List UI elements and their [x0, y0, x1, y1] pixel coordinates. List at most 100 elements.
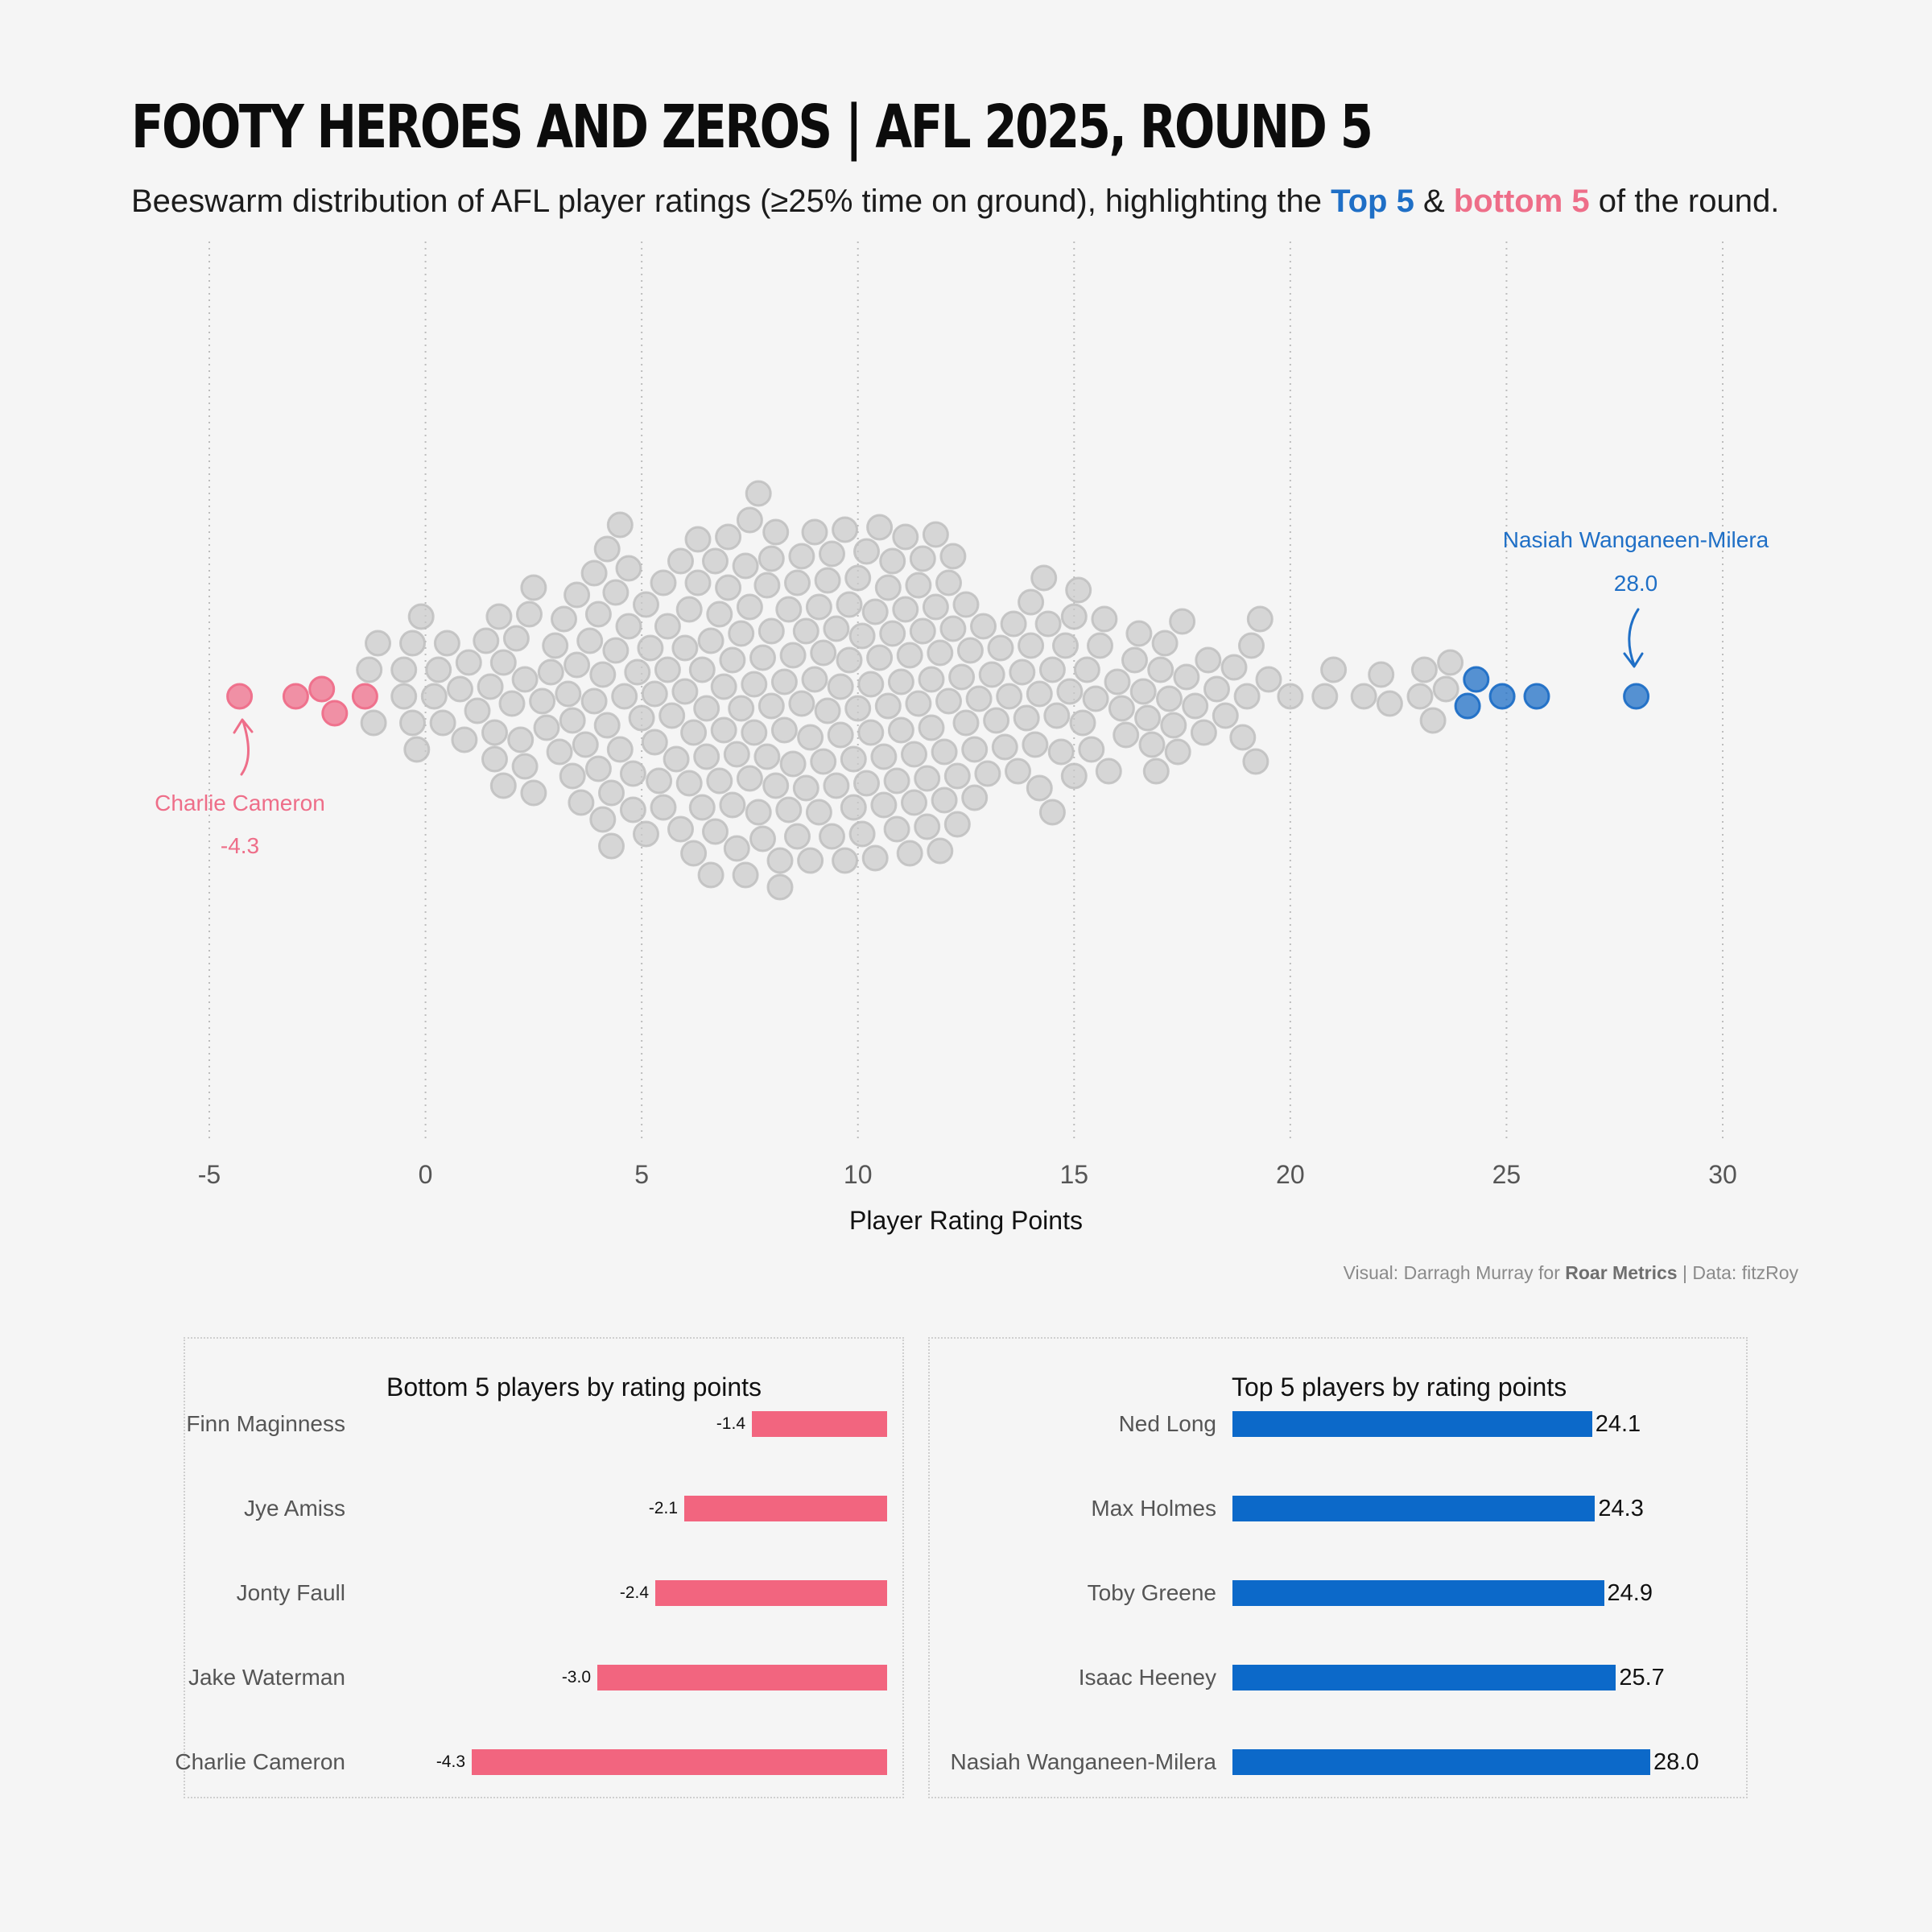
bar-value-label: 28.0 [1653, 1749, 1699, 1775]
beeswarm-dot [451, 726, 478, 753]
beeswarm-dot [489, 772, 517, 799]
beeswarm-dot [918, 666, 945, 693]
beeswarm-dot [1410, 656, 1438, 683]
beeswarm-dot [1437, 649, 1464, 676]
beeswarm-dot [615, 555, 642, 582]
beeswarm-dot [896, 642, 923, 669]
beeswarm-dot [792, 617, 819, 645]
beeswarm-dot [792, 774, 819, 802]
beeswarm-dot [723, 741, 750, 768]
beeswarm-dot [805, 799, 832, 826]
bar-value-label: -2.4 [619, 1583, 649, 1602]
beeswarm-dot [680, 719, 708, 746]
beeswarm-dot [961, 784, 989, 811]
beeswarm-dot [909, 545, 936, 572]
beeswarm-dot [952, 591, 980, 618]
beeswarm-dot [663, 745, 690, 773]
beeswarm-dot [511, 753, 539, 780]
beeswarm-dot [1195, 646, 1222, 674]
beeswarm-dot [892, 523, 919, 551]
beeswarm-dot [356, 656, 383, 683]
beeswarm-dot [407, 603, 435, 630]
beeswarm-dot [961, 736, 989, 763]
beeswarm-dot [935, 687, 962, 715]
bar [1232, 1496, 1596, 1521]
beeswarm-dot [939, 543, 967, 570]
beeswarm-dot [481, 745, 508, 773]
beeswarm-dot-top [1523, 683, 1550, 710]
bar [1232, 1749, 1650, 1775]
bar-value-label: -1.4 [716, 1414, 745, 1433]
beeswarm-dot [1419, 707, 1447, 734]
beeswarm-dot [715, 523, 742, 551]
beeswarm-dot [1320, 656, 1348, 683]
beeswarm-dot [1069, 709, 1096, 737]
beeswarm-dot [641, 680, 668, 708]
beeswarm-dot [633, 591, 659, 618]
beeswarm-dot [861, 844, 889, 872]
beeswarm-dot [1000, 610, 1027, 638]
beeswarm-dots [226, 480, 1650, 901]
bottom5-title: Bottom 5 players by rating points [386, 1373, 762, 1402]
bar-value-label: 24.9 [1607, 1580, 1653, 1606]
bar-category-label: Max Holmes [1091, 1496, 1216, 1521]
x-tick-label: 25 [1492, 1160, 1521, 1189]
beeswarm-dot [584, 601, 612, 628]
beeswarm-dot [706, 601, 733, 628]
beeswarm-dot [1406, 683, 1434, 710]
beeswarm-dot [511, 666, 539, 693]
beeswarm-dot [637, 634, 664, 662]
beeswarm-dot [1047, 738, 1075, 766]
beeswarm-dot [779, 750, 807, 778]
beeswarm-dot [429, 709, 456, 737]
beeswarm-dot [697, 627, 724, 654]
beeswarm-dot [598, 832, 625, 860]
bar [1232, 1580, 1604, 1606]
beeswarm-dot [1043, 702, 1071, 729]
beeswarm-dot [983, 707, 1010, 734]
beeswarm-dot [598, 779, 625, 807]
subtitle-top-highlight: Top 5 [1331, 184, 1414, 219]
beeswarm-dot [684, 569, 712, 597]
beeswarm-dot [832, 516, 859, 543]
beeswarm-dot [883, 815, 910, 843]
bar-category-label: Finn Maginness [186, 1411, 345, 1436]
beeswarm-dot [741, 719, 768, 746]
beeswarm-dot [1160, 712, 1187, 739]
x-axis-ticks: -5 0 5 10 15 20 25 30 [198, 1160, 1737, 1189]
beeswarm-dot-top [1488, 683, 1516, 710]
beeswarm-dot [952, 709, 980, 737]
beeswarm-dot [667, 815, 694, 843]
beeswarm-dot [870, 791, 898, 819]
beeswarm-dot [745, 799, 772, 826]
beeswarm-dot [1311, 683, 1339, 710]
beeswarm-dot [615, 613, 642, 640]
beeswarm-dot [770, 716, 798, 744]
beeswarm-dot [593, 712, 621, 739]
beeswarm-dot [667, 547, 694, 575]
beeswarm-dot [390, 656, 418, 683]
beeswarm-dot [736, 506, 763, 534]
beeswarm-dot [1113, 721, 1140, 749]
beeswarm-dot [918, 714, 945, 741]
beeswarm-dot [1087, 632, 1113, 659]
beeswarm-dot [489, 649, 517, 676]
beeswarm-dot [805, 593, 832, 621]
beeswarm-dot [606, 511, 634, 539]
beeswarm-dot [749, 644, 776, 671]
bar-row: Nasiah Wanganeen-Milera 28.0 [930, 1749, 1746, 1775]
beeswarm-dot [1018, 588, 1045, 616]
beeswarm-dot [520, 574, 547, 601]
beeswarm-dot [736, 765, 763, 792]
beeswarm-dot [529, 687, 556, 715]
bar-category-label: Nasiah Wanganeen-Milera [950, 1749, 1216, 1774]
bar [597, 1665, 887, 1690]
beeswarm-dot [1238, 632, 1265, 659]
beeswarm-dot [710, 673, 737, 700]
beeswarm-dot [1368, 661, 1395, 688]
beeswarm-dot [1018, 632, 1045, 659]
beeswarm-dot [1169, 608, 1196, 635]
beeswarm-dot [688, 656, 716, 683]
beeswarm-dot [1108, 695, 1135, 722]
beeswarm-dot [1212, 702, 1239, 729]
